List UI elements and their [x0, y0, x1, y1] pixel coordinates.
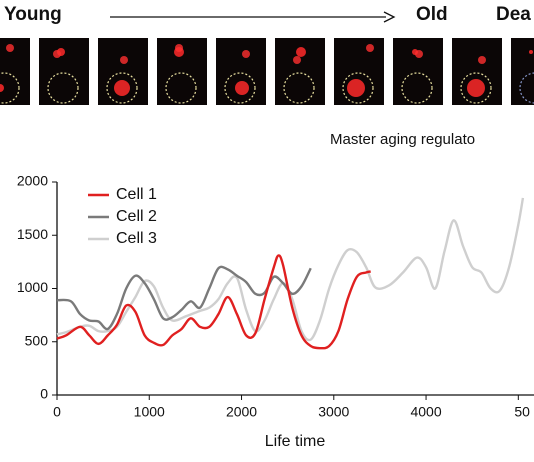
nucleolus [347, 79, 365, 97]
nucleolus [235, 81, 249, 95]
series-line [56, 197, 525, 342]
cell-outline [0, 72, 20, 104]
tile [511, 38, 534, 105]
legend-label: Cell 1 [116, 186, 157, 203]
cell-outline [47, 72, 79, 104]
tile [216, 38, 266, 105]
nucleolus [0, 84, 4, 92]
series-line [56, 265, 312, 331]
series-line [56, 254, 371, 350]
x-axis-label: Life time [265, 433, 326, 450]
timeline-last: Dea [496, 4, 531, 25]
cell-outline [224, 72, 256, 104]
nucleolus [529, 50, 533, 54]
timeline-start: Young [4, 4, 62, 25]
tile [393, 38, 443, 105]
spot [478, 56, 486, 64]
nucleolus [114, 80, 130, 96]
spot [120, 56, 128, 64]
spot [366, 44, 374, 52]
x-tick-label: 1000 [134, 404, 165, 420]
cell-outline [401, 72, 433, 104]
spot [175, 44, 183, 52]
y-tick-label: 0 [40, 386, 48, 402]
legend-label: Cell 2 [116, 208, 157, 225]
image-strip [0, 38, 534, 105]
legend-label: Cell 3 [116, 230, 157, 247]
tile [0, 38, 30, 105]
y-tick-label: 2000 [17, 173, 48, 189]
cell-outline [283, 72, 315, 104]
spot [293, 56, 301, 64]
spot [415, 50, 423, 58]
cell-outline [165, 72, 197, 104]
cell-outline [460, 72, 492, 104]
spot [242, 50, 250, 58]
x-tick-label: 4000 [410, 404, 441, 420]
caption: Master aging regulato [330, 131, 475, 148]
x-tick-label: 3000 [318, 404, 349, 420]
timeline-end: Old [416, 4, 448, 25]
y-tick-label: 1000 [17, 279, 48, 295]
y-tick-label: 1500 [17, 226, 48, 242]
spot [6, 44, 14, 52]
nucleolus [467, 79, 485, 97]
nucleolus [296, 47, 306, 57]
cell-outline [106, 72, 138, 104]
x-tick-label: 0 [53, 404, 61, 420]
timeline-arrowhead [383, 11, 396, 23]
x-tick-label: 2000 [226, 404, 257, 420]
tile [39, 38, 89, 105]
y-tick-label: 500 [25, 332, 49, 348]
spot [53, 50, 61, 58]
x-tick-label: 50 [514, 404, 530, 420]
cell-outline [342, 72, 374, 104]
